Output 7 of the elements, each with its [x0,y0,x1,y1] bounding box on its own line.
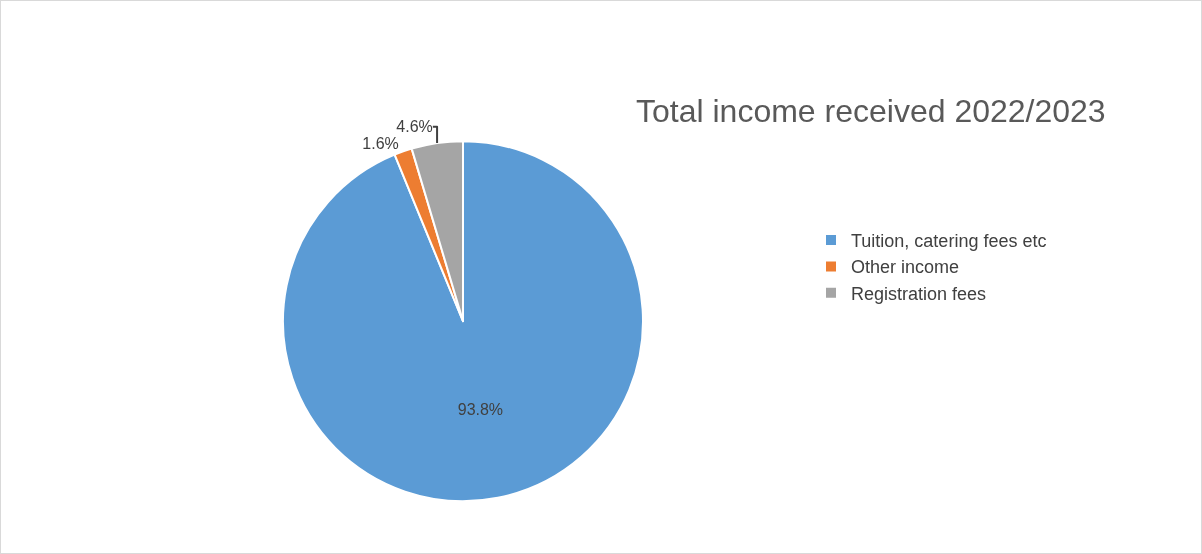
legend-label: Registration fees [851,283,987,304]
data-label: 4.6% [396,118,433,136]
data-label: 1.6% [362,135,399,153]
legend-label: Tuition, catering fees etc [851,231,1047,252]
data-label: 93.8% [457,400,504,418]
legend-label: Other income [851,257,960,278]
chart-title: Total income received 2022/2023 [636,93,1106,129]
